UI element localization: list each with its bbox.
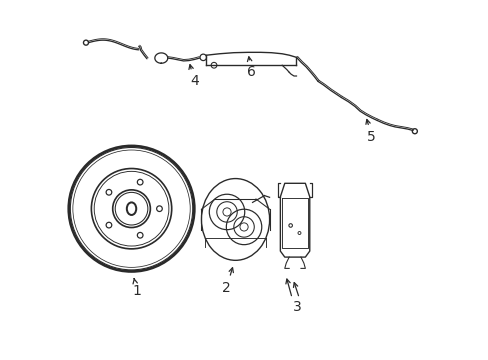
Text: 5: 5 [365, 120, 375, 144]
Text: 1: 1 [132, 279, 141, 298]
Text: 3: 3 [293, 300, 301, 314]
Text: 6: 6 [247, 57, 256, 80]
Text: 4: 4 [188, 65, 198, 89]
Text: 2: 2 [222, 268, 233, 294]
